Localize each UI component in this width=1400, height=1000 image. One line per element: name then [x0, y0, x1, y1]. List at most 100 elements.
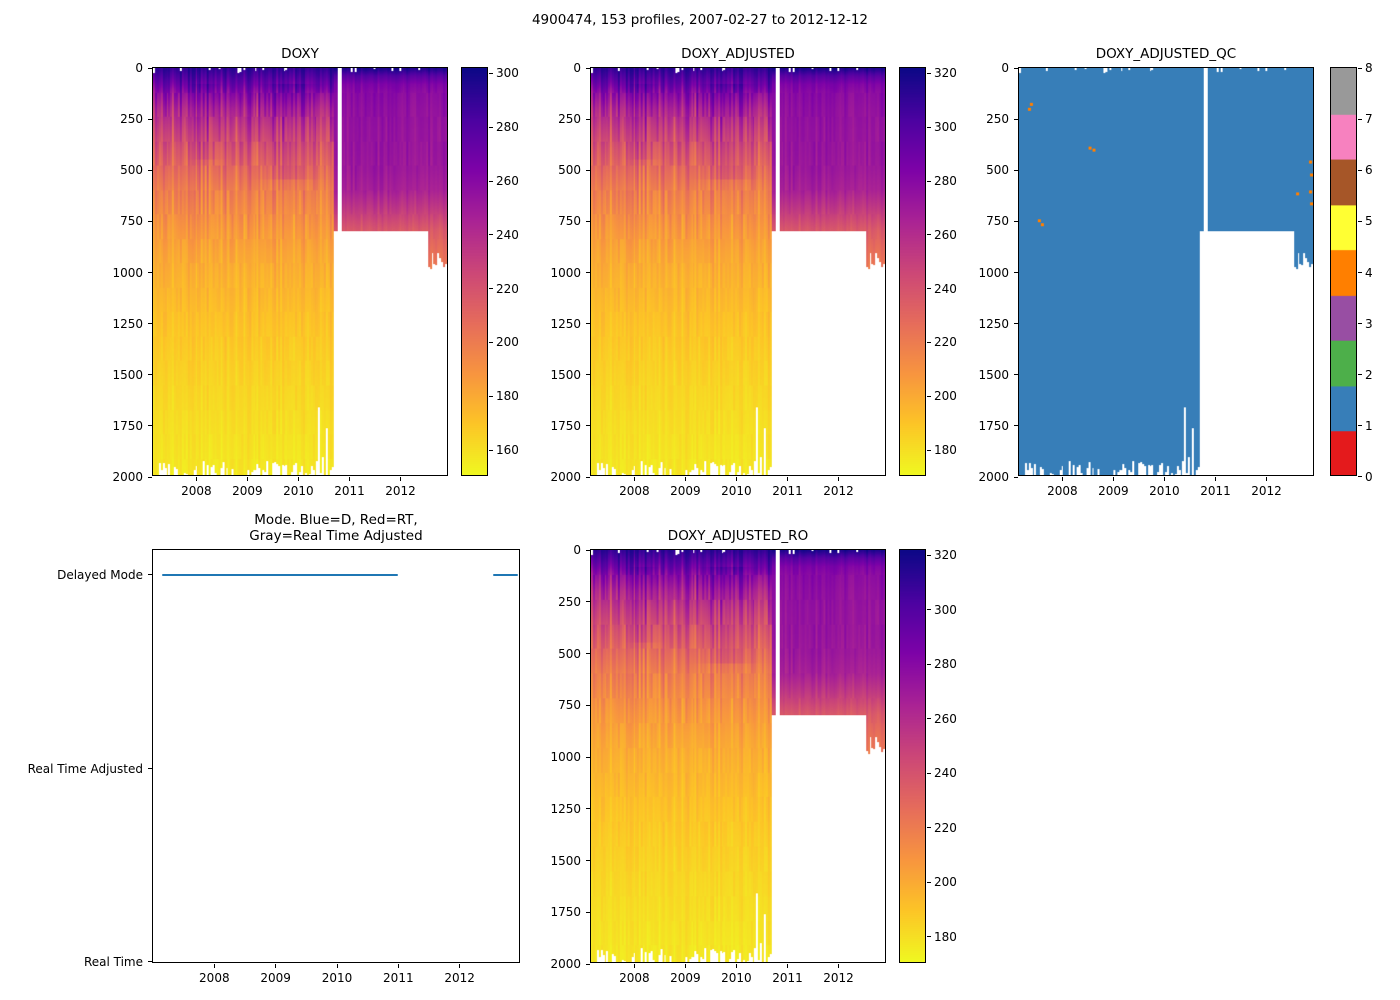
figure-title: 4900474, 153 profiles, 2007-02-27 to 201…: [531, 12, 869, 28]
cbar-tick-mark: [927, 609, 931, 611]
y-tick-label: 1000: [978, 265, 1009, 280]
cbar-tick-label: 300: [934, 120, 957, 135]
y-tick-mark: [148, 272, 152, 273]
y-tick-label: 1250: [550, 316, 581, 331]
y-tick-mark: [148, 374, 152, 376]
y-tick-mark: [148, 476, 152, 478]
cbar-tick-mark: [927, 180, 931, 182]
mode-x-tick-mark: [275, 964, 277, 968]
x-tick-label: 2011: [1200, 484, 1231, 498]
doxy-adjusted-qc-heatmap-canvas: [1019, 68, 1313, 475]
mode-y-label: Delayed Mode: [57, 567, 143, 582]
x-tick-mark: [633, 964, 635, 968]
mode-title: Mode. Blue=D, Red=RT, Gray=Real Time Adj…: [153, 512, 519, 544]
cbar-tick-label: 280: [934, 657, 957, 672]
cbar-tick-mark: [927, 881, 931, 883]
x-tick-mark: [786, 477, 788, 481]
x-tick-mark: [348, 477, 350, 481]
x-tick-mark: [1266, 477, 1268, 481]
cbar-tick-label: 300: [934, 602, 957, 617]
cbar-tick-mark: [1358, 425, 1362, 427]
mode-x-tick-label: 2009: [260, 971, 291, 985]
cbar-tick-mark: [1358, 475, 1362, 477]
y-tick-mark: [586, 220, 590, 222]
cbar-tick-mark: [1358, 272, 1362, 273]
y-tick-mark: [586, 118, 590, 120]
cbar-tick-mark: [489, 341, 493, 343]
mode-y-tick-mark: [148, 574, 152, 576]
cbar-tick-label: 180: [496, 389, 519, 404]
x-tick-label: 2009: [670, 971, 701, 985]
y-tick-mark: [1014, 169, 1018, 171]
cbar-tick-label: 320: [934, 548, 957, 563]
qc-colorbar: 0 1 2 3 4 5 6 7 8: [1330, 61, 1373, 484]
x-tick-label: 2010: [721, 971, 752, 985]
x-tick-label: 2010: [1149, 484, 1180, 498]
doxy-adjusted-ro-heatmap-canvas: [591, 550, 885, 962]
y-tick-mark: [148, 220, 152, 222]
x-tick-label: 2012: [385, 484, 416, 498]
cbar-tick-mark: [489, 288, 493, 290]
y-tick-mark: [586, 963, 590, 965]
cbar-tick-mark: [1358, 118, 1362, 120]
y-tick-mark: [586, 67, 590, 69]
y-tick-label: 750: [986, 214, 1009, 229]
y-tick-mark: [1014, 476, 1018, 478]
cbar-tick-mark: [489, 234, 493, 236]
y-tick-label: 500: [558, 163, 581, 178]
cbar-tick-label: 180: [934, 443, 957, 458]
y-tick-label: 500: [986, 163, 1009, 178]
cbar-tick-label: 8: [1365, 61, 1373, 75]
cbar-tick-mark: [927, 234, 931, 236]
cbar-tick-mark: [1358, 323, 1362, 325]
y-tick-mark: [586, 704, 590, 706]
doxy-adjusted-ro-title: DOXY_ADJUSTED_RO: [667, 528, 809, 544]
x-tick-label: 2009: [670, 484, 701, 498]
y-tick-label: 750: [558, 214, 581, 229]
x-tick-label: 2008: [619, 484, 650, 498]
y-tick-label: 1750: [978, 418, 1009, 433]
y-tick-label: 250: [558, 112, 581, 127]
cbar-tick-label: 220: [934, 820, 957, 835]
y-tick-mark: [148, 169, 152, 171]
x-tick-label: 2008: [181, 484, 212, 498]
mode-title-line1: Mode. Blue=D, Red=RT,: [254, 512, 418, 528]
y-tick-mark: [1014, 220, 1018, 222]
doxy-colorbar: 160 180 200 220 240 260 280 300: [461, 66, 519, 476]
cbar-tick-label: 4: [1365, 265, 1373, 280]
cbar-tick-mark: [489, 126, 493, 128]
cbar-tick-mark: [927, 554, 931, 556]
mode-x-tick-label: 2008: [199, 971, 230, 985]
y-tick-label: 1750: [550, 418, 581, 433]
cbar-tick-mark: [489, 180, 493, 182]
y-tick-mark: [586, 860, 590, 861]
doxy-adjusted-heatmap-canvas: [591, 68, 885, 475]
cbar-tick-mark: [927, 449, 931, 451]
cbar-tick-label: 240: [934, 281, 957, 296]
panel-doxy: DOXY 0 250 500 750 1000 1250 1500 1750 2000 2008 2…: [112, 46, 448, 498]
y-tick-mark: [586, 549, 590, 551]
doxy-colorbar-canvas: [462, 68, 487, 475]
cbar-tick-label: 320: [934, 66, 957, 81]
x-tick-mark: [195, 477, 197, 481]
cbar-tick-label: 260: [496, 174, 519, 188]
x-tick-label: 2010: [283, 484, 314, 498]
y-tick-mark: [1014, 118, 1018, 120]
mode-y-label: Real Time Adjusted: [27, 761, 143, 776]
cbar-tick-mark: [489, 395, 493, 397]
x-tick-mark: [684, 964, 686, 968]
y-tick-label: 1250: [978, 316, 1009, 331]
x-tick-mark: [633, 477, 635, 481]
cbar-tick-mark: [489, 72, 493, 74]
cbar-tick-mark: [1358, 67, 1362, 69]
y-tick-mark: [148, 118, 152, 120]
mode-x-tick-mark: [213, 964, 215, 968]
y-tick-mark: [586, 756, 590, 758]
ro-colorbar-canvas: [900, 550, 925, 962]
y-tick-label: 0: [573, 61, 581, 75]
cbar-tick-label: 260: [934, 227, 957, 242]
y-tick-mark: [586, 911, 590, 913]
y-tick-label: 1750: [550, 905, 581, 920]
x-tick-mark: [786, 964, 788, 968]
doxy-adjusted-title: DOXY_ADJUSTED: [681, 46, 795, 62]
